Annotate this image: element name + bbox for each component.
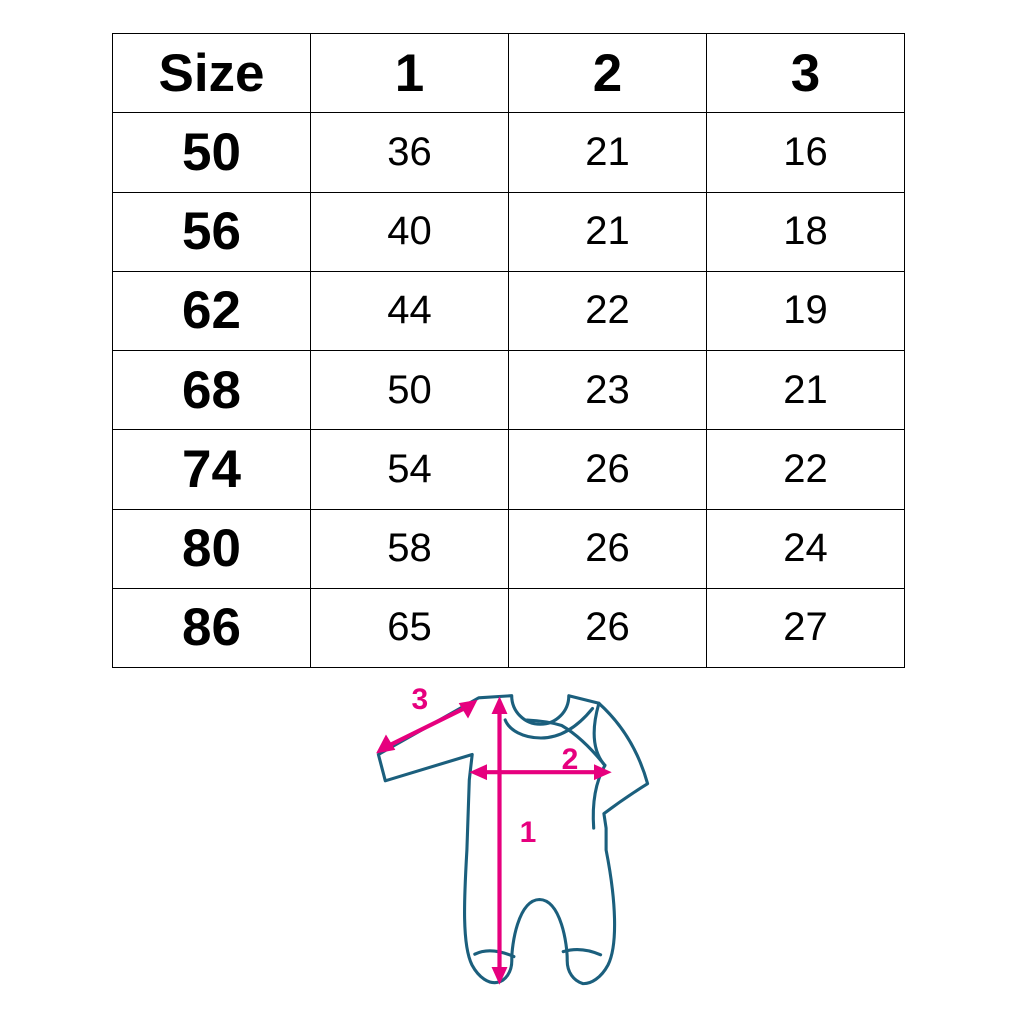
svg-text:2: 2 bbox=[562, 743, 579, 776]
svg-text:3: 3 bbox=[411, 683, 428, 716]
svg-text:1: 1 bbox=[520, 816, 537, 849]
